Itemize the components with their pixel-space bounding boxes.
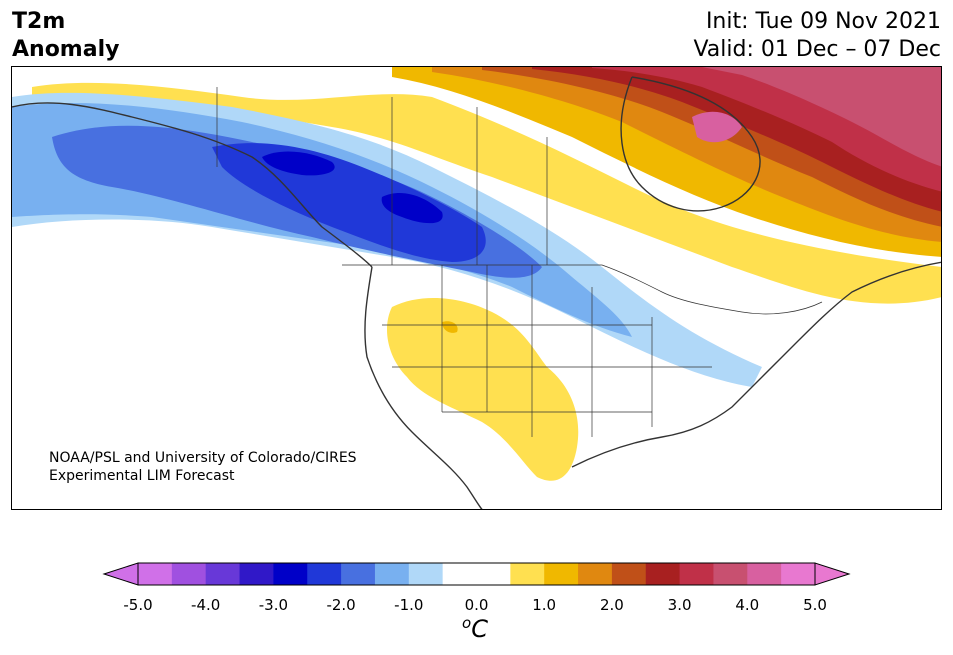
valid-date: Valid: 01 Dec – 07 Dec	[693, 37, 941, 62]
colorbar-tick-label: 4.0	[735, 596, 760, 614]
coastlines	[12, 76, 941, 509]
credit-line-1: NOAA/PSL and University of Colorado/CIRE…	[49, 450, 357, 466]
colorbar-tick-label: 0.0	[464, 596, 489, 614]
anomaly-fields	[12, 67, 941, 481]
colorbar-cell	[578, 563, 613, 585]
warm-southwest-spot	[442, 321, 458, 333]
colorbar-cell	[442, 563, 477, 585]
colorbar-tick-label: -5.0	[123, 596, 153, 614]
colorbar-outline	[137, 562, 816, 586]
unit-degree: o	[462, 614, 472, 632]
political-borders	[216, 87, 823, 437]
map-title: T2m Anomaly	[12, 8, 119, 64]
colorbar-cell	[747, 563, 782, 585]
warm-band-yellow	[32, 82, 941, 304]
pacific-coast	[364, 266, 483, 509]
colorbar-cell	[713, 563, 748, 585]
init-date: Init: Tue 09 Nov 2021	[705, 9, 941, 34]
credit-text: NOAA/PSL and University of Colorado/CIRE…	[49, 449, 357, 485]
title-line-1: T2m	[12, 9, 66, 34]
unit-letter: C	[471, 615, 488, 643]
colorbar-cell	[476, 563, 511, 585]
colorbar-tick-label: -3.0	[258, 596, 289, 614]
colorbar-low-extension	[102, 562, 139, 586]
colorbar	[102, 562, 851, 586]
warm-southwest	[387, 297, 579, 481]
colorbar-cell	[341, 563, 376, 585]
colorbar-cell	[374, 563, 410, 585]
unit-label: oC	[462, 614, 488, 643]
credit-line-2: Experimental LIM Forecast	[49, 468, 235, 484]
cold-core-alaska	[262, 151, 335, 176]
us-canada-border	[342, 264, 823, 315]
colorbar-cell	[611, 563, 647, 585]
colorbar-cell	[239, 563, 274, 585]
map-svg	[12, 67, 941, 509]
colorbar-cell	[408, 563, 444, 585]
title-line-2: Anomaly	[12, 37, 120, 62]
warm-arctic-pink	[692, 111, 742, 143]
colorbar-tick-label: 5.0	[803, 596, 827, 614]
hudson-bay	[620, 76, 761, 212]
colorbar-tick-label: 3.0	[667, 596, 692, 614]
cold-band-strong	[212, 143, 486, 262]
alaska-coast	[12, 102, 373, 268]
anomaly-map	[11, 66, 942, 510]
colorbar-tick-label: -1.0	[394, 596, 424, 614]
colorbar-tick-label: -4.0	[191, 596, 221, 614]
colorbar-cells	[138, 563, 816, 585]
colorbar-cell	[205, 563, 241, 585]
warm-east-canada-rose	[702, 67, 941, 167]
colorbar-tick-label: -2.0	[326, 596, 356, 614]
colorbar-tick-label: 1.0	[532, 596, 557, 614]
colorbar-cell	[679, 563, 714, 585]
colorbar-cell	[171, 563, 207, 585]
colorbar-cell	[138, 563, 173, 585]
colorbar-cell	[307, 563, 342, 585]
colorbar-tick-label: 2.0	[599, 596, 624, 614]
colorbar-high-extension	[814, 562, 851, 586]
date-info: Init: Tue 09 Nov 2021 Valid: 01 Dec – 07…	[693, 8, 941, 64]
colorbar-cell	[645, 563, 681, 585]
gulf-coast	[571, 261, 941, 468]
colorbar-cell	[544, 563, 579, 585]
cold-core-prairies	[381, 192, 443, 224]
colorbar-cell	[510, 563, 545, 585]
colorbar-cell	[273, 563, 308, 585]
colorbar-cell	[781, 563, 816, 585]
